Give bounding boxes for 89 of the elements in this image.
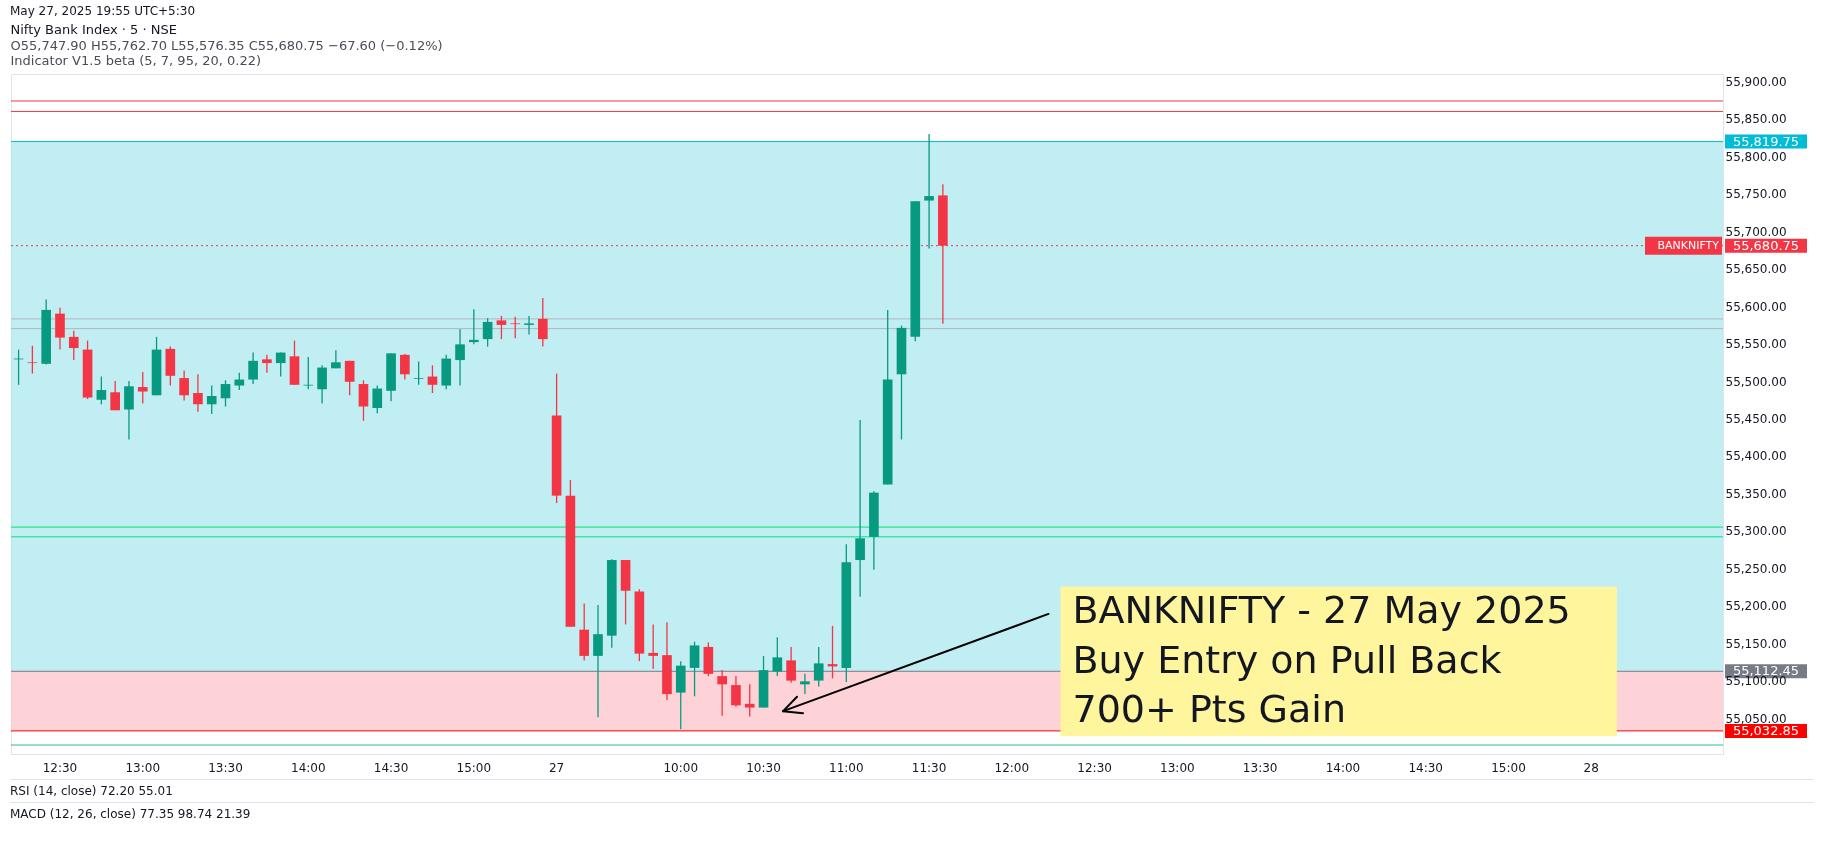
y-tick-label: 55,700.00 xyxy=(1725,224,1787,239)
candlestick xyxy=(924,133,934,250)
y-tick-label: 55,550.00 xyxy=(1725,337,1787,352)
x-tick-label: 13:00 xyxy=(125,760,161,775)
candlestick xyxy=(744,683,755,718)
y-tick-label: 55,800.00 xyxy=(1725,149,1787,164)
candlestick xyxy=(124,380,134,441)
candlestick xyxy=(179,369,189,402)
x-tick-label: 11:00 xyxy=(829,760,864,775)
y-tick-label: 55,600.00 xyxy=(1725,299,1787,314)
x-tick-label: 10:30 xyxy=(746,760,781,775)
candlestick xyxy=(96,375,107,405)
candlestick xyxy=(358,379,369,422)
y-tick-label: 55,150.00 xyxy=(1725,636,1787,651)
candlestick xyxy=(317,364,327,405)
y-tick-label: 55,500.00 xyxy=(1725,374,1787,389)
chart-subtitle: O55,747.90 H55,762.70 L55,576.35 C55,680.75 −67.60 (−0.12%) xyxy=(10,38,443,53)
ref-line-label: 55,819.75 xyxy=(1732,133,1800,149)
x-tick-label: 13:30 xyxy=(1242,760,1278,775)
x-tick-label: 12:30 xyxy=(1077,760,1112,775)
candlestick xyxy=(689,641,700,697)
y-tick-label: 55,300.00 xyxy=(1725,524,1787,539)
annotation: BANKNIFTY xyxy=(1657,238,1720,252)
x-tick-label: 15:00 xyxy=(456,760,492,775)
candlestick xyxy=(813,646,824,688)
candlestick xyxy=(524,315,534,336)
text: Indicator V1.5 beta (5, 7, 95, 20, 0.22) xyxy=(10,53,261,68)
candlestick xyxy=(800,673,810,695)
x-tick-label: 15:00 xyxy=(1491,760,1526,775)
candlestick xyxy=(413,360,424,386)
candlestick xyxy=(331,349,341,369)
candlestick xyxy=(206,384,217,415)
candlestick xyxy=(372,384,383,414)
candlestick xyxy=(469,308,479,345)
annotation: 700+ Pts Gain xyxy=(1072,687,1346,732)
y-tick-label: 55,850.00 xyxy=(1725,112,1787,127)
y-tick-label: 55,650.00 xyxy=(1725,262,1787,277)
candlestick xyxy=(855,419,865,598)
y-tick-label: 55,400.00 xyxy=(1725,449,1787,464)
x-tick-label: 13:00 xyxy=(1160,760,1195,775)
y-tick-label: 55,900.00 xyxy=(1725,74,1787,89)
y-tick-label: 55,750.00 xyxy=(1725,187,1787,202)
x-tick-label: 12:30 xyxy=(42,760,78,775)
candlestick xyxy=(593,604,603,718)
candlestick xyxy=(510,315,521,340)
y-tick-label: 55,450.00 xyxy=(1725,411,1787,426)
candlestick xyxy=(137,371,148,405)
candlestick xyxy=(427,364,438,394)
text: May 27, 2025 19:55 UTC+5:30 xyxy=(9,3,197,20)
x-tick-label: 13:30 xyxy=(208,760,243,775)
candlestick xyxy=(248,351,258,385)
candlestick xyxy=(455,328,465,387)
y-tick-label: 55,200.00 xyxy=(1725,599,1787,614)
candlestick xyxy=(303,356,314,390)
candlestick xyxy=(772,636,783,677)
candlestick xyxy=(262,354,272,374)
candlestick xyxy=(496,315,507,340)
candlestick xyxy=(220,379,231,408)
ref-line-label: 55,680.75 xyxy=(1732,237,1800,253)
candlestick xyxy=(27,345,38,375)
x-tick-label: 14:30 xyxy=(1408,760,1444,775)
annotation: BANKNIFTY - 27 May 2025 xyxy=(1072,587,1571,632)
candlestick xyxy=(648,623,658,670)
candlestick xyxy=(482,317,493,348)
candlestick xyxy=(731,675,741,708)
candlestick xyxy=(68,330,79,361)
annotation: Buy Entry on Pull Back xyxy=(1072,637,1502,682)
x-tick-label: 14:00 xyxy=(290,760,326,775)
x-tick-label: 11:30 xyxy=(911,760,947,775)
y-tick-label: 55,350.00 xyxy=(1725,486,1787,501)
candlestick xyxy=(55,307,65,351)
y-tick-label: 55,050.00 xyxy=(1725,711,1787,726)
candlestick xyxy=(193,373,203,413)
x-tick-label: 12:00 xyxy=(994,760,1030,775)
x-tick-label: 28 xyxy=(1583,760,1599,775)
candlestick xyxy=(400,353,410,381)
x-tick-label: 14:00 xyxy=(1325,760,1361,775)
text: RSI (14, close) 72.20 55.01 xyxy=(10,779,1814,802)
x-tick-label: 27 xyxy=(548,760,565,775)
candlestick xyxy=(110,380,120,411)
text: MACD (12, 26, close) 77.35 98.74 21.39 xyxy=(10,802,1814,825)
candlestick xyxy=(344,360,355,396)
y-tick-label: 55,250.00 xyxy=(1725,561,1787,576)
candlestick xyxy=(717,669,727,717)
x-tick-label: 10:00 xyxy=(663,760,699,775)
candlestick xyxy=(537,297,548,348)
chart-title: Nifty Bank Index · 5 · NSE xyxy=(10,22,177,37)
x-tick-label: 14:30 xyxy=(373,760,409,775)
candlestick xyxy=(786,646,796,684)
